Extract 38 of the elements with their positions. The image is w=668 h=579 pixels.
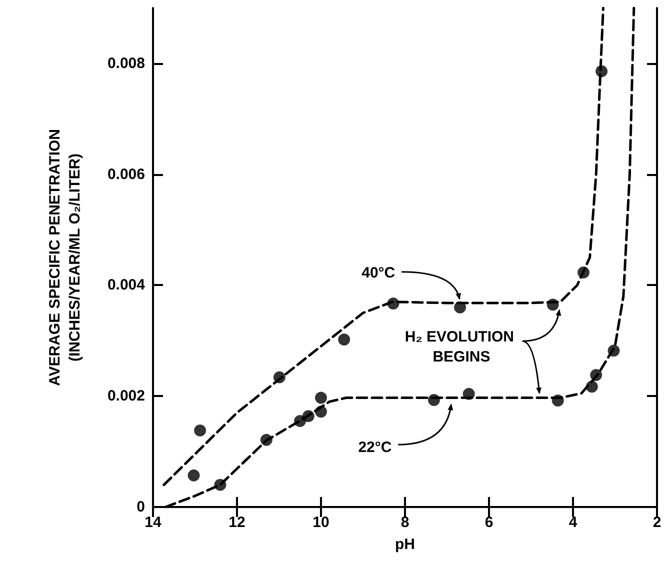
x-axis-title: pH [395, 536, 415, 553]
point [552, 394, 564, 407]
point [194, 424, 206, 436]
point [454, 301, 466, 314]
x-tick-label: 2 [652, 514, 662, 531]
x-tick-label: 10 [312, 514, 330, 531]
annotation: H₂ EVOLUTION BEGINS [404, 328, 514, 366]
annotation: 40°C [362, 264, 396, 282]
point [608, 344, 620, 357]
y-tick-label: 0 [136, 498, 145, 516]
point [260, 434, 272, 446]
point [338, 334, 350, 346]
x-tick-label: 6 [484, 514, 494, 531]
y-tick-label: 0.006 [107, 166, 145, 183]
point [273, 371, 286, 384]
point [596, 65, 608, 78]
point [315, 392, 327, 404]
point [586, 380, 598, 393]
annotation: 22°C [358, 439, 392, 456]
x-tick-label: 12 [228, 514, 246, 531]
point [387, 298, 400, 310]
y-axis-title: AVERAGE SPECIFIC PENETRATION (INCHES/YEAR/ML O₂/LITER) [46, 129, 84, 386]
point [462, 388, 475, 400]
point [188, 469, 200, 482]
point [546, 298, 559, 311]
point [302, 410, 314, 422]
y-tick-label: 0.008 [107, 54, 145, 72]
point [294, 415, 306, 428]
point [428, 394, 440, 406]
y-tick-label: 0.002 [107, 388, 145, 405]
y-tick-label: 0.004 [107, 276, 146, 294]
point [590, 369, 602, 382]
x-tick-label: 4 [568, 514, 578, 531]
point [214, 478, 226, 491]
point [578, 266, 590, 278]
point [315, 406, 327, 418]
x-tick-label: 8 [400, 514, 410, 531]
x-tick-label: 14 [144, 514, 162, 531]
